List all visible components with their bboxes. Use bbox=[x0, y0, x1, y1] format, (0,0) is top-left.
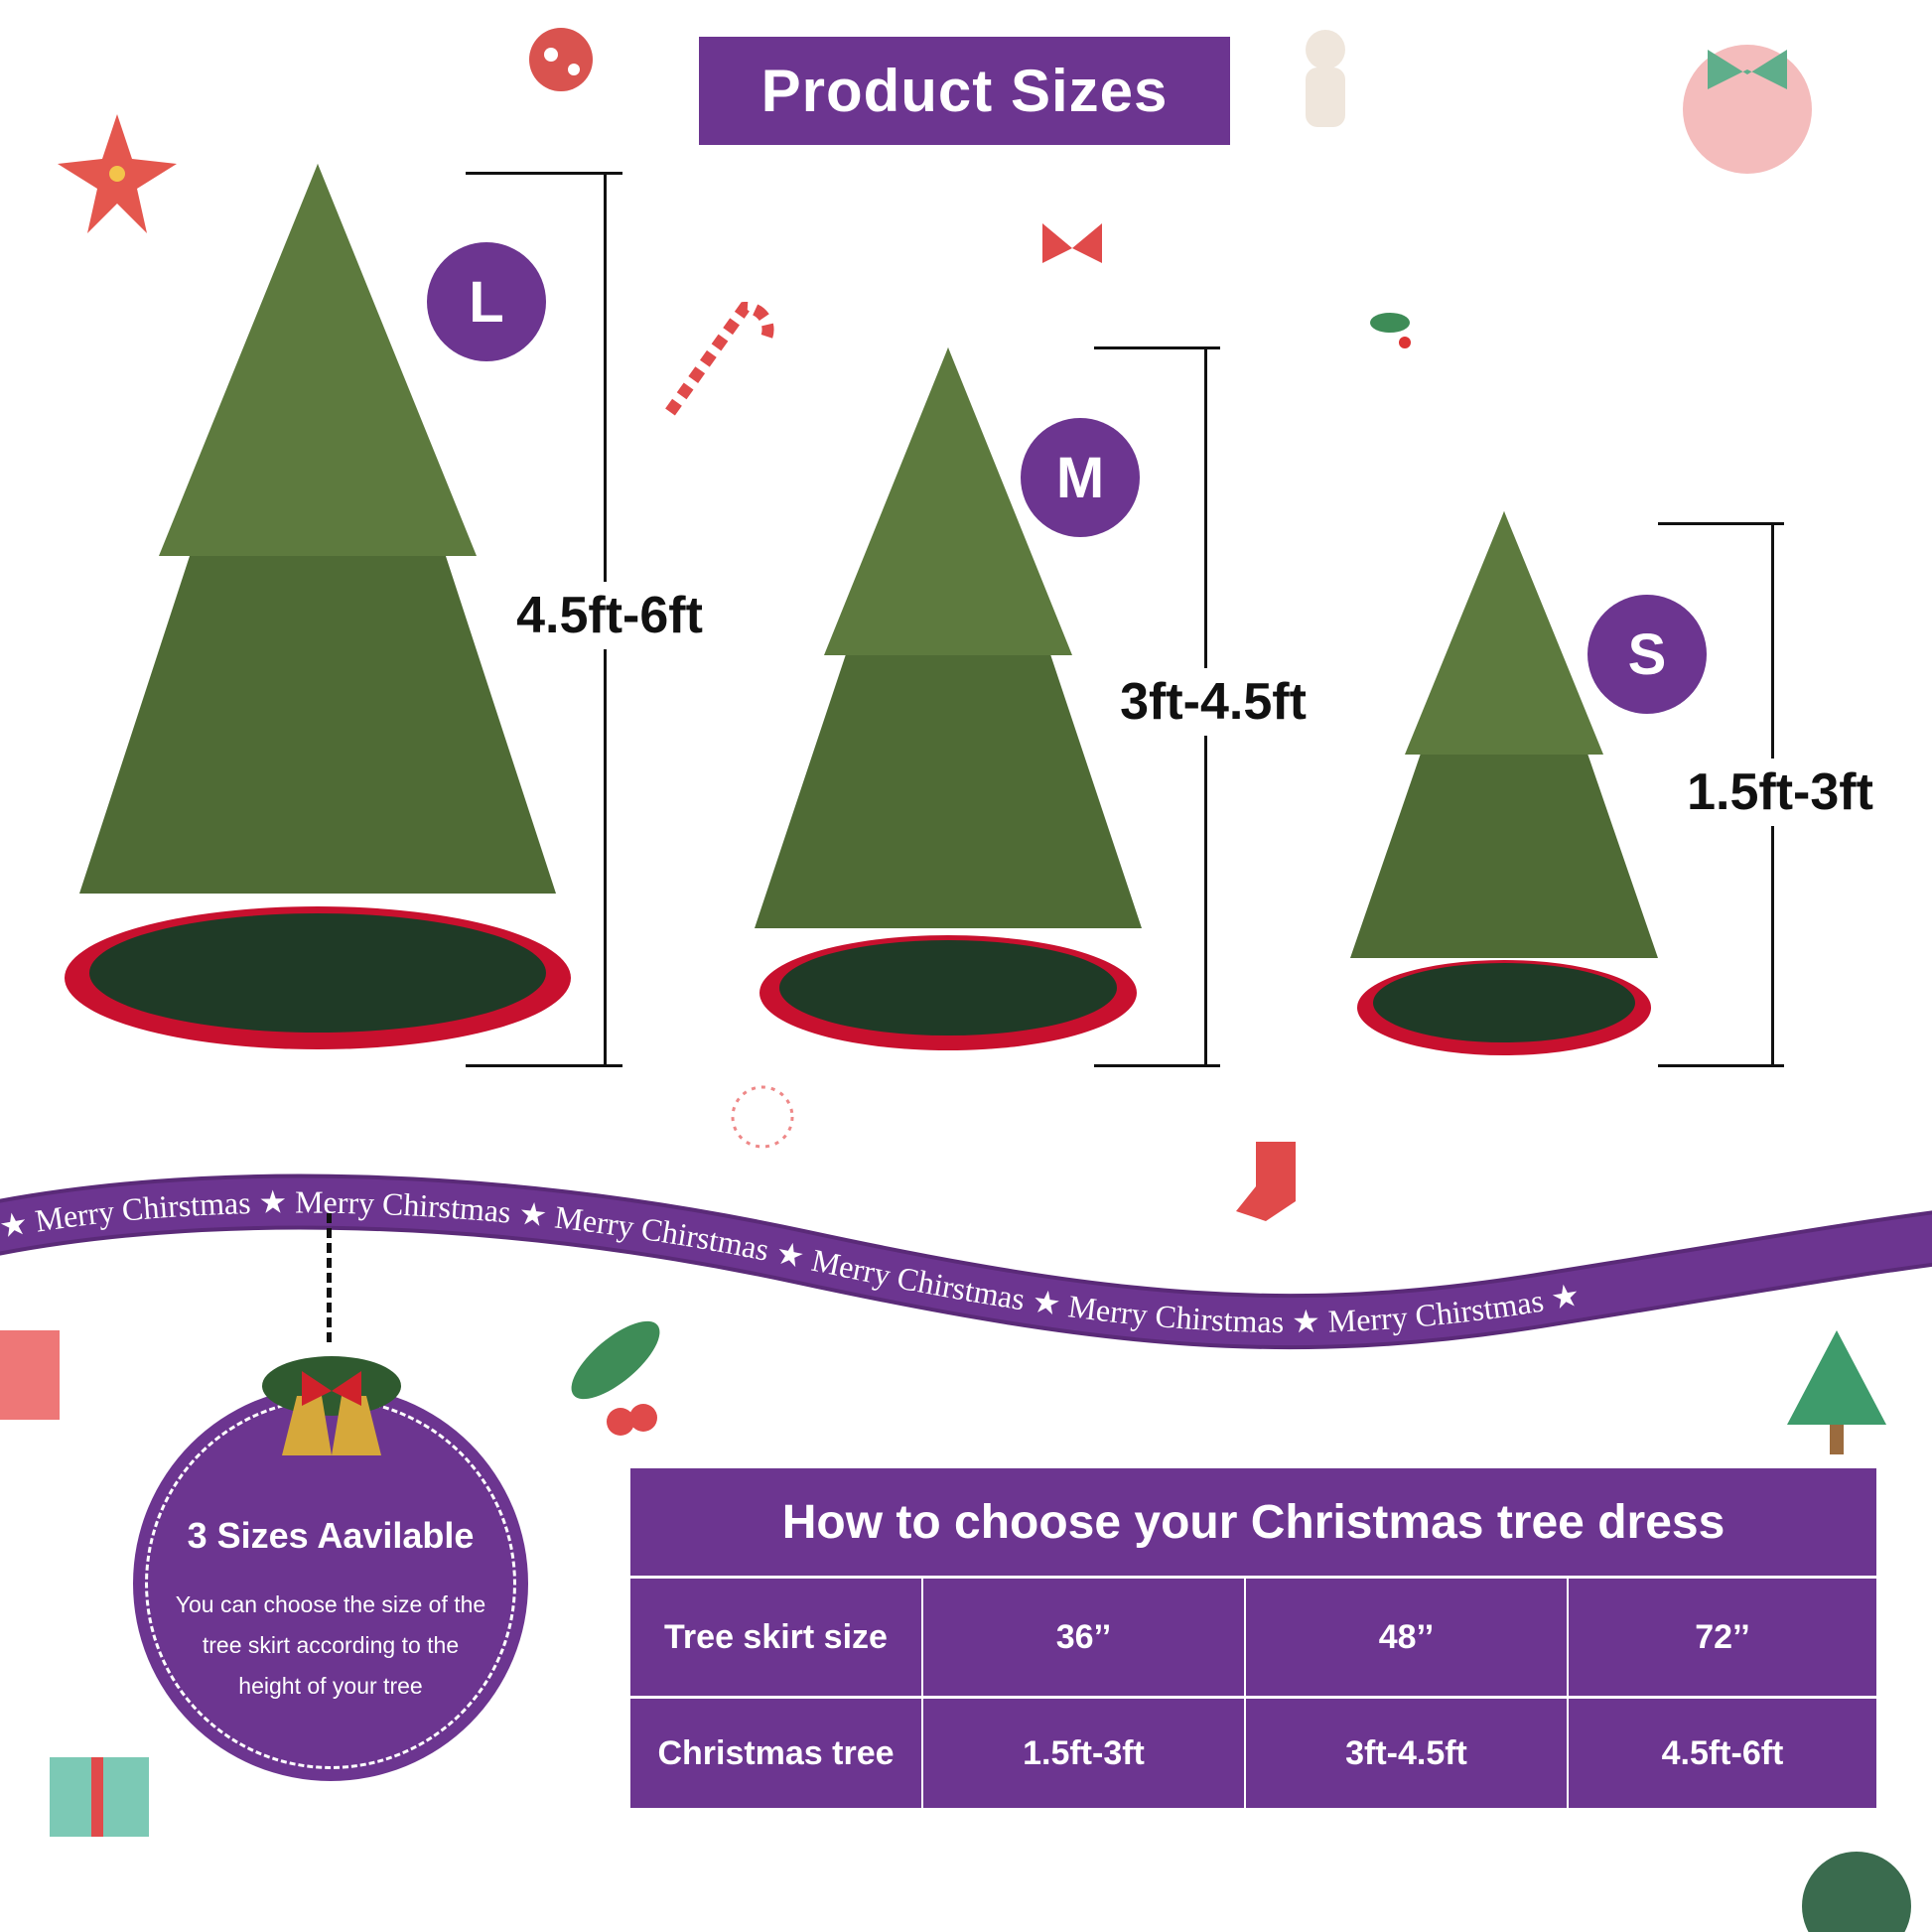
size-badge-l: L bbox=[427, 242, 546, 361]
table-cell: 36’’ bbox=[923, 1579, 1246, 1696]
ornament-icon bbox=[529, 28, 593, 91]
gift-icon bbox=[0, 1330, 149, 1837]
table-title: How to choose your Christmas tree dress bbox=[630, 1468, 1876, 1579]
bells-icon bbox=[262, 1356, 401, 1455]
row-label: Christmas tree bbox=[630, 1699, 923, 1808]
present-bottom-right-icon bbox=[1802, 1852, 1911, 1932]
page-title: Product Sizes bbox=[699, 37, 1230, 145]
snowflake-icon bbox=[731, 1085, 794, 1149]
holly-large-icon bbox=[571, 1320, 660, 1436]
height-label-l: 4.5ft-6ft bbox=[516, 582, 703, 649]
gift-ornament-icon bbox=[1683, 45, 1812, 174]
size-badge-m: M bbox=[1021, 418, 1140, 537]
height-label-m: 3ft-4.5ft bbox=[1120, 668, 1307, 736]
bow-icon bbox=[1042, 223, 1102, 263]
height-label-s: 1.5ft-3ft bbox=[1687, 759, 1873, 826]
table-cell: 4.5ft-6ft bbox=[1661, 1733, 1784, 1772]
height-bracket-top-l bbox=[466, 172, 622, 175]
sizes-available-badge: 3 Sizes Aavilable You can choose the siz… bbox=[133, 1356, 528, 1781]
holly-icon bbox=[1370, 313, 1411, 348]
table-cell: 48’’ bbox=[1246, 1579, 1569, 1696]
tree-medium bbox=[755, 347, 1142, 1050]
candy-cane-icon bbox=[665, 301, 774, 416]
size-guide-table: How to choose your Christmas tree dress … bbox=[630, 1468, 1876, 1808]
poinsettia-icon bbox=[58, 114, 177, 233]
table-cell: 72’’ bbox=[1695, 1617, 1750, 1656]
tree-large bbox=[65, 164, 571, 1049]
size-badge-s: S bbox=[1587, 595, 1707, 714]
height-bracket-bottom-s bbox=[1658, 1064, 1784, 1067]
height-bracket-bottom-l bbox=[466, 1064, 622, 1067]
table-row: Tree skirt size 36’’ 48’’ 72’’ bbox=[630, 1579, 1876, 1699]
dashed-connector bbox=[327, 1213, 332, 1342]
height-bracket-bottom-m bbox=[1094, 1064, 1220, 1067]
row-label: Tree skirt size bbox=[630, 1579, 923, 1696]
tree-small bbox=[1350, 511, 1658, 1055]
sizes-available-title: 3 Sizes Aavilable bbox=[187, 1515, 475, 1556]
ribbon-text: ★ Merry Chirstmas ★ Merry Chirstmas ★ Me… bbox=[0, 1184, 1583, 1340]
gingerbread-icon bbox=[1306, 30, 1345, 127]
small-tree-icon bbox=[1787, 1330, 1886, 1454]
height-bracket-top-s bbox=[1658, 522, 1784, 525]
stocking-icon bbox=[1236, 1142, 1296, 1221]
table-cell: 3ft-4.5ft bbox=[1246, 1699, 1569, 1808]
sizes-available-description: You can choose the size of the tree skir… bbox=[175, 1591, 486, 1699]
height-bracket-top-m bbox=[1094, 346, 1220, 349]
table-cell: 1.5ft-3ft bbox=[923, 1699, 1246, 1808]
svg-text:★ Merry Chirstmas ★: ★ Merry Chirstmas ★ Merry Chirstmas ★ Me… bbox=[0, 1184, 1583, 1340]
table-row: Christmas tree 1.5ft-3ft 3ft-4.5ft 4.5ft… bbox=[630, 1699, 1876, 1808]
